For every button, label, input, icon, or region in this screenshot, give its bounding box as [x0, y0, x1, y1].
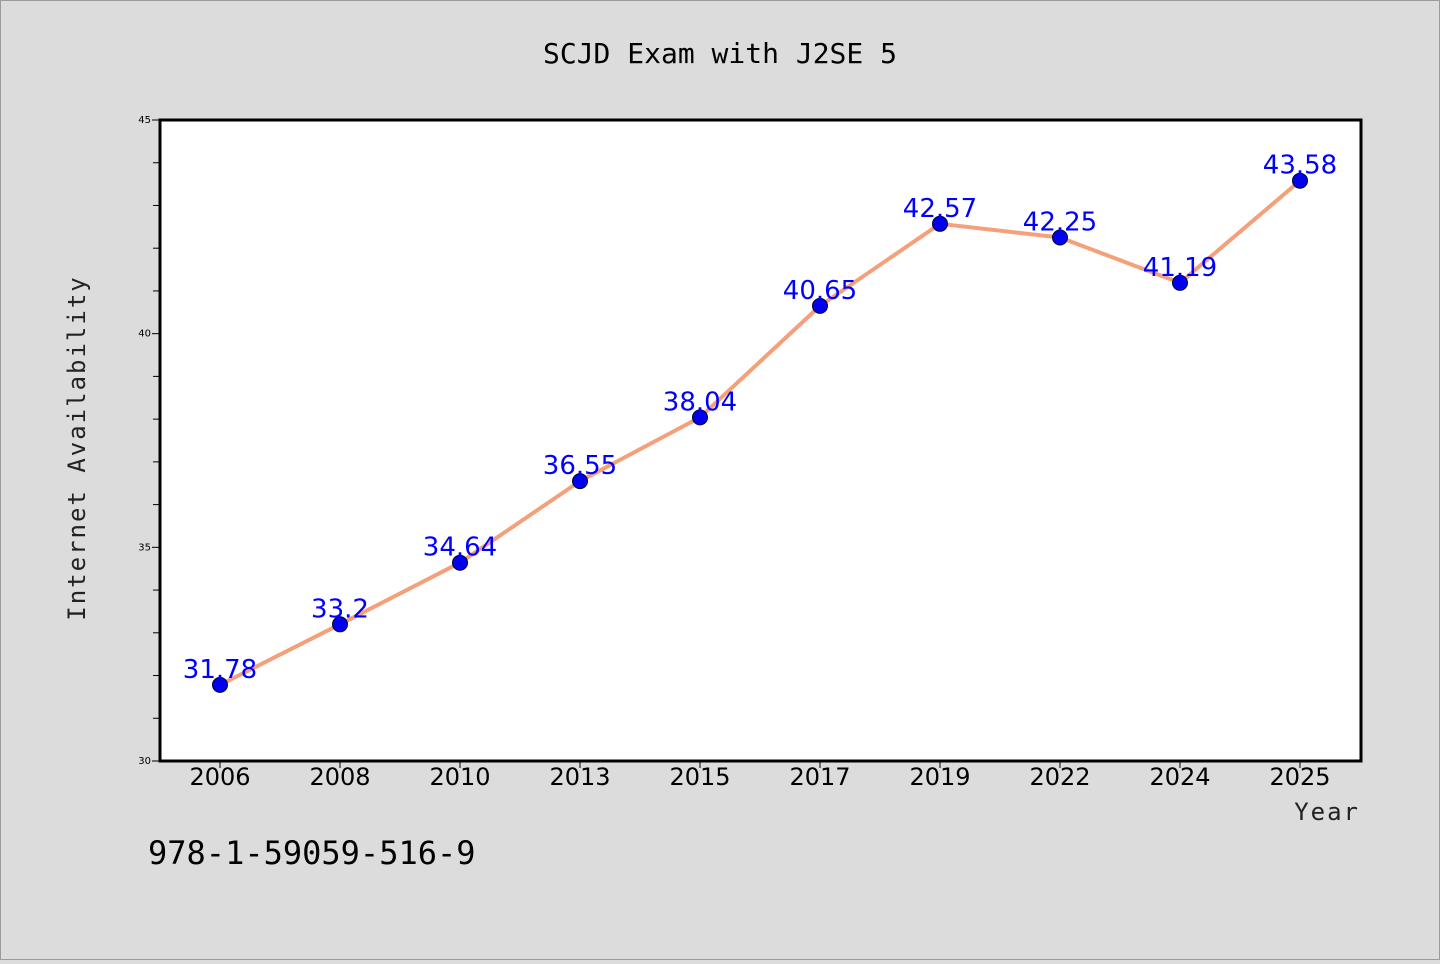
data-label: 38.04: [663, 387, 737, 417]
series-line: [218, 178, 1302, 687]
y-axis-ticks: [152, 119, 160, 762]
data-point: [572, 473, 588, 490]
data-point: [1172, 274, 1188, 291]
data-point: [1052, 229, 1068, 246]
data-label: 42.57: [903, 194, 977, 224]
series-layer: [218, 178, 1302, 687]
data-label: 43.58: [1263, 151, 1337, 181]
data-point: [332, 616, 348, 633]
data-point: [932, 215, 948, 232]
data-label: 31.78: [183, 655, 257, 685]
isbn-text: 978-1-59059-516-9: [148, 834, 476, 872]
data-point: [812, 297, 828, 314]
chart-title: SCJD Exam with J2SE 5: [543, 37, 897, 70]
data-label: 33.2: [311, 594, 369, 624]
x-tick-label: 2006: [189, 763, 250, 791]
data-label: 41.19: [1143, 253, 1217, 283]
x-tick-label: 2015: [669, 763, 730, 791]
data-label-layer: 31.78 33.2 34.64 36.55 38.04 40.65 42.57 42.25 4…: [183, 151, 1337, 685]
data-point: [692, 409, 708, 426]
x-tick-label: 2008: [309, 763, 370, 791]
x-tick-label: 2025: [1269, 763, 1330, 791]
data-point: [1292, 172, 1308, 189]
y-tick-label: 35: [138, 542, 151, 553]
data-label: 40.65: [783, 276, 857, 306]
data-point: [212, 676, 228, 693]
y-tick-label: 40: [138, 329, 151, 340]
x-tick-label: 2024: [1149, 763, 1210, 791]
x-axis-ticks: [219, 761, 1301, 768]
y-tick-label: 30: [138, 756, 151, 767]
x-tick-label: 2010: [429, 763, 490, 791]
y-tick-label: 45: [138, 115, 151, 126]
x-tick-label: 2019: [909, 763, 970, 791]
plot-area: [158, 118, 1363, 763]
data-point: [452, 554, 468, 571]
x-axis-tick-labels: 2006 2008 2010 2013 2015 2017 2019 2022 2024 2025: [189, 763, 1330, 791]
x-axis-label: Year: [1294, 798, 1360, 826]
y-axis-tick-labels: 30 35 40 45: [138, 115, 151, 767]
y-axis-label: Internet Availability: [63, 275, 91, 620]
x-tick-label: 2013: [549, 763, 610, 791]
data-label: 42.25: [1023, 208, 1097, 238]
marker-layer: [212, 172, 1308, 693]
x-tick-label: 2017: [789, 763, 850, 791]
data-label: 36.55: [543, 451, 617, 481]
data-label: 34.64: [423, 533, 497, 563]
x-tick-label: 2022: [1029, 763, 1090, 791]
